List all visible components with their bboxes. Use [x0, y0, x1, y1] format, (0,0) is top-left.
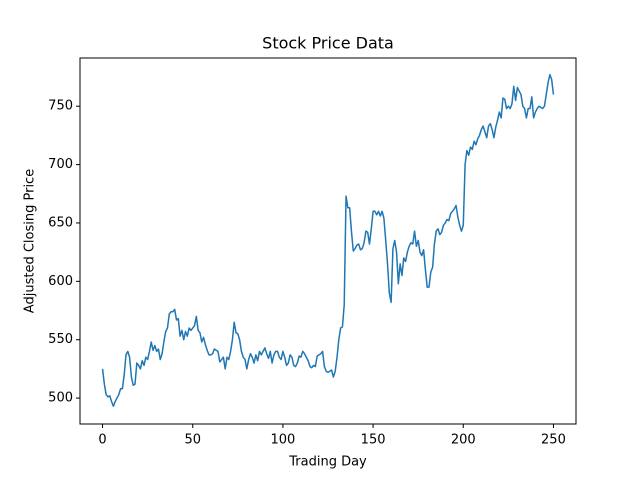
- x-tick-label: 100: [270, 433, 295, 448]
- y-tick-label: 750: [48, 99, 73, 114]
- data-line: [101, 73, 555, 407]
- x-tick-label: 0: [98, 433, 106, 448]
- x-tick-label: 250: [541, 433, 566, 448]
- x-axis-label: Trading Day: [288, 455, 367, 470]
- x-tick-label: 50: [184, 433, 201, 448]
- y-tick-label: 700: [48, 157, 73, 172]
- y-axis-label: Adjusted Closing Price: [23, 169, 38, 313]
- x-tick-label: 200: [451, 433, 476, 448]
- x-tick-label: 150: [361, 433, 386, 448]
- y-tick-label: 500: [48, 391, 73, 406]
- y-tick-label: 600: [48, 274, 73, 289]
- y-tick-label: 550: [48, 332, 73, 347]
- chart-title: Stock Price Data: [262, 34, 394, 53]
- plot-frame: [79, 57, 577, 425]
- y-tick-label: 650: [48, 215, 73, 230]
